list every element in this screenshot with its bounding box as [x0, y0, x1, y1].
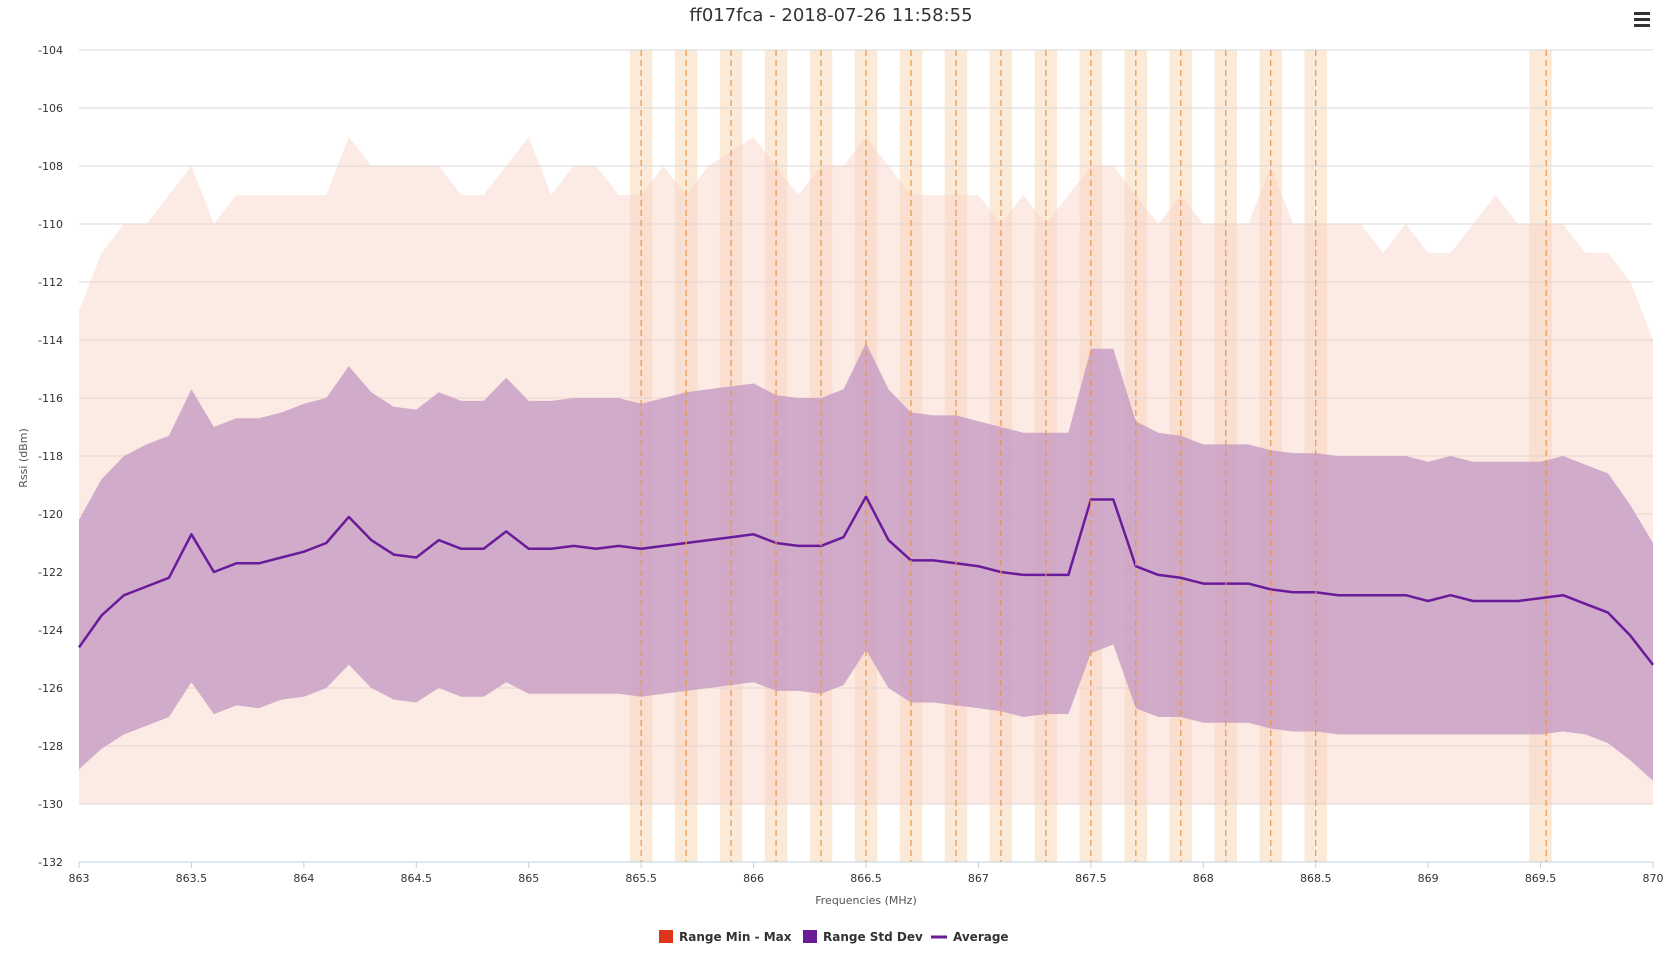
y-tick-label-9: -114: [38, 334, 63, 347]
y-tick-label-13: -106: [38, 102, 63, 115]
y-tick-label-10: -112: [38, 276, 63, 289]
x-tick-label-14: 870: [1643, 872, 1663, 885]
legend-label-range-std-dev: Range Std Dev: [823, 930, 923, 944]
y-tick-label-11: -110: [38, 218, 63, 231]
legend-item-average[interactable]: Average: [931, 930, 1009, 944]
x-tick-label-2: 864: [293, 872, 314, 885]
menu-icon[interactable]: [1634, 12, 1650, 27]
legend-item-range-min-max[interactable]: Range Min - Max: [659, 930, 792, 944]
y-tick-label-0: -132: [38, 856, 63, 869]
legend-swatch-range-std-dev: [803, 930, 817, 943]
x-tick-label-8: 867: [968, 872, 989, 885]
x-tick-label-12: 869: [1418, 872, 1439, 885]
x-tick-label-3: 864.5: [401, 872, 433, 885]
x-tick-label-7: 866.5: [850, 872, 882, 885]
y-tick-label-12: -108: [38, 160, 63, 173]
y-tick-label-4: -124: [38, 624, 63, 637]
y-tick-label-2: -128: [38, 740, 63, 753]
x-tick-label-9: 867.5: [1075, 872, 1107, 885]
x-tick-label-10: 868: [1193, 872, 1214, 885]
y-axis-title: Rssi (dBm): [17, 428, 30, 488]
series-average-line: [77, 495, 1654, 666]
y-tick-label-5: -122: [38, 566, 63, 579]
x-tick-label-4: 865: [518, 872, 539, 885]
x-tick-label-1: 863.5: [176, 872, 208, 885]
y-tick-label-1: -130: [38, 798, 63, 811]
legend-label-average: Average: [953, 930, 1009, 944]
chart-title: ff017fca - 2018-07-26 11:58:55: [689, 5, 972, 26]
y-tick-label-3: -126: [38, 682, 63, 695]
x-tick-label-13: 869.5: [1525, 872, 1557, 885]
x-tick-label-5: 865.5: [625, 872, 657, 885]
legend-item-range-std-dev[interactable]: Range Std Dev: [803, 930, 923, 944]
channel-lines: [640, 50, 1547, 862]
y-tick-label-8: -116: [38, 392, 63, 405]
legend-swatch-range-min-max: [659, 930, 673, 943]
x-axis-title: Frequencies (MHz): [815, 894, 917, 907]
y-tick-label-14: -104: [38, 44, 63, 57]
x-tick-label-0: 863: [69, 872, 90, 885]
legend-label-range-min-max: Range Min - Max: [679, 930, 792, 944]
legend: Range Min - Max Range Std Dev Average: [659, 930, 1009, 944]
x-tick-label-11: 868.5: [1300, 872, 1332, 885]
axes: 863 863.5 864 864.5 865 865.5 866 866.5 867 867.5…: [38, 44, 1663, 885]
y-tick-label-6: -120: [38, 508, 63, 521]
x-tick-label-6: 866: [743, 872, 764, 885]
y-tick-label-7: -118: [38, 450, 63, 463]
